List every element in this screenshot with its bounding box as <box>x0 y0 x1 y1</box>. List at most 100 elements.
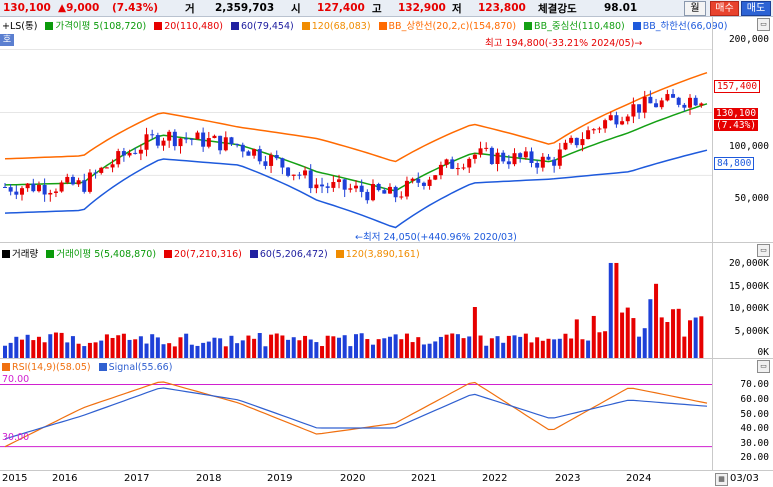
candle-body <box>563 142 568 150</box>
volume-bar <box>325 335 330 358</box>
bb-upper-line <box>4 71 708 163</box>
volume-bar <box>246 335 251 358</box>
volume-bar <box>297 340 302 358</box>
volume-bar <box>274 333 279 358</box>
volume-bar <box>557 338 562 358</box>
candle-body <box>19 188 24 195</box>
volume-bar <box>235 343 240 358</box>
volume-bar <box>110 337 115 358</box>
legend-label: 거래이평 5(5,408,870) <box>56 249 157 260</box>
price-ytick: 50,000 <box>734 193 769 204</box>
price-chart[interactable] <box>0 33 712 242</box>
candle-body <box>382 190 387 194</box>
rsi-ytick: 20.00 <box>740 452 769 463</box>
volume-bar <box>206 341 211 358</box>
rsi-chart[interactable] <box>0 372 712 470</box>
candle-body <box>438 164 443 176</box>
volume-label: 거 <box>185 2 195 15</box>
candle-body <box>654 103 659 108</box>
volume-bar <box>257 333 262 358</box>
volume-bar <box>70 336 75 358</box>
x-axis: 2015 2016 2017 2018 2019 2020 2021 2022 … <box>0 470 773 487</box>
candle-body <box>512 153 517 165</box>
rsi-upper-guide-label: 70.00 <box>2 374 30 385</box>
volume-legend-item: 거래량 <box>2 249 42 260</box>
volume-bar <box>676 308 681 358</box>
candle-body <box>246 151 251 156</box>
candle-body <box>699 103 704 106</box>
candle-body <box>518 153 523 158</box>
volume-bar <box>625 307 630 358</box>
volume-bar <box>167 343 172 358</box>
candle-body <box>291 174 296 176</box>
legend-swatch <box>335 250 344 258</box>
candle-body <box>3 186 7 188</box>
candle-body <box>450 159 455 169</box>
candle-body <box>201 132 206 147</box>
rsi-chart-svg <box>0 381 712 448</box>
volume-bar <box>608 262 613 358</box>
legend-label: 20(7,210,316) <box>174 249 242 260</box>
legend-swatch <box>2 362 10 371</box>
rsi-divider <box>0 358 773 359</box>
volume-bar <box>665 322 670 358</box>
x-tick: 2024 <box>626 473 652 484</box>
panel-collapse-icon[interactable]: ▭ <box>757 244 770 257</box>
candle-body <box>172 131 177 147</box>
volume-bar <box>597 332 602 358</box>
candle-body <box>99 167 104 173</box>
volume-bar <box>699 316 704 358</box>
panel-collapse-icon[interactable]: ▭ <box>757 18 770 31</box>
candle-body <box>444 159 449 165</box>
candle-body <box>557 149 562 166</box>
volume-bar <box>574 319 579 358</box>
volume-chart[interactable] <box>0 256 712 358</box>
volume-bar <box>280 335 285 358</box>
volume-bar <box>569 338 574 358</box>
candle-body <box>53 191 58 193</box>
volume-bar <box>376 339 381 358</box>
volume-bar <box>223 346 228 358</box>
period-button[interactable]: 월 <box>684 1 706 16</box>
strength-value: 98.01 <box>604 2 638 14</box>
volume-chart-svg <box>3 262 704 358</box>
volume-bar <box>467 336 472 358</box>
volume-bar <box>155 337 160 358</box>
legend-label: 거래량 <box>12 249 39 260</box>
volume-bar <box>133 339 138 358</box>
high-value: 132,900 <box>398 2 446 14</box>
volume-bar <box>36 336 41 358</box>
candle-body <box>608 115 613 121</box>
candle-body <box>263 161 268 166</box>
candle-body <box>625 116 630 122</box>
panel-collapse-icon[interactable]: ▭ <box>757 360 770 373</box>
candle-body <box>546 156 551 160</box>
sell-button[interactable]: 매도 <box>741 1 771 16</box>
volume-legend: 거래량 거래이평 5(5,408,870) 20(7,210,316) 60(5,20… <box>0 246 432 260</box>
volume-bar <box>14 336 19 358</box>
candle-body <box>36 184 41 192</box>
candle-body <box>365 191 370 201</box>
candle-body <box>155 135 160 146</box>
volume-bar <box>671 309 676 358</box>
candle-body <box>189 138 194 140</box>
candle-body <box>580 139 585 146</box>
candle-body <box>14 191 19 195</box>
volume-divider <box>0 242 773 243</box>
volume-bar <box>461 338 466 358</box>
zoom-icon[interactable]: ▦ <box>715 473 728 486</box>
rsi-line <box>4 381 708 448</box>
open-label: 시 <box>291 2 301 15</box>
volume-bar <box>19 339 24 358</box>
volume-bar <box>172 346 177 358</box>
candle-body <box>116 151 121 165</box>
rsi-axis: ▭ 70.00 60.00 50.00 40.00 30.00 20.00 <box>712 359 773 470</box>
buy-button[interactable]: 매수 <box>710 1 739 16</box>
candle-body <box>455 168 460 170</box>
candle-body <box>393 186 398 198</box>
volume-bar <box>631 318 636 358</box>
candle-body <box>48 192 53 195</box>
candle-body <box>212 135 217 139</box>
candle-body <box>325 186 330 188</box>
volume-bar <box>308 339 313 358</box>
